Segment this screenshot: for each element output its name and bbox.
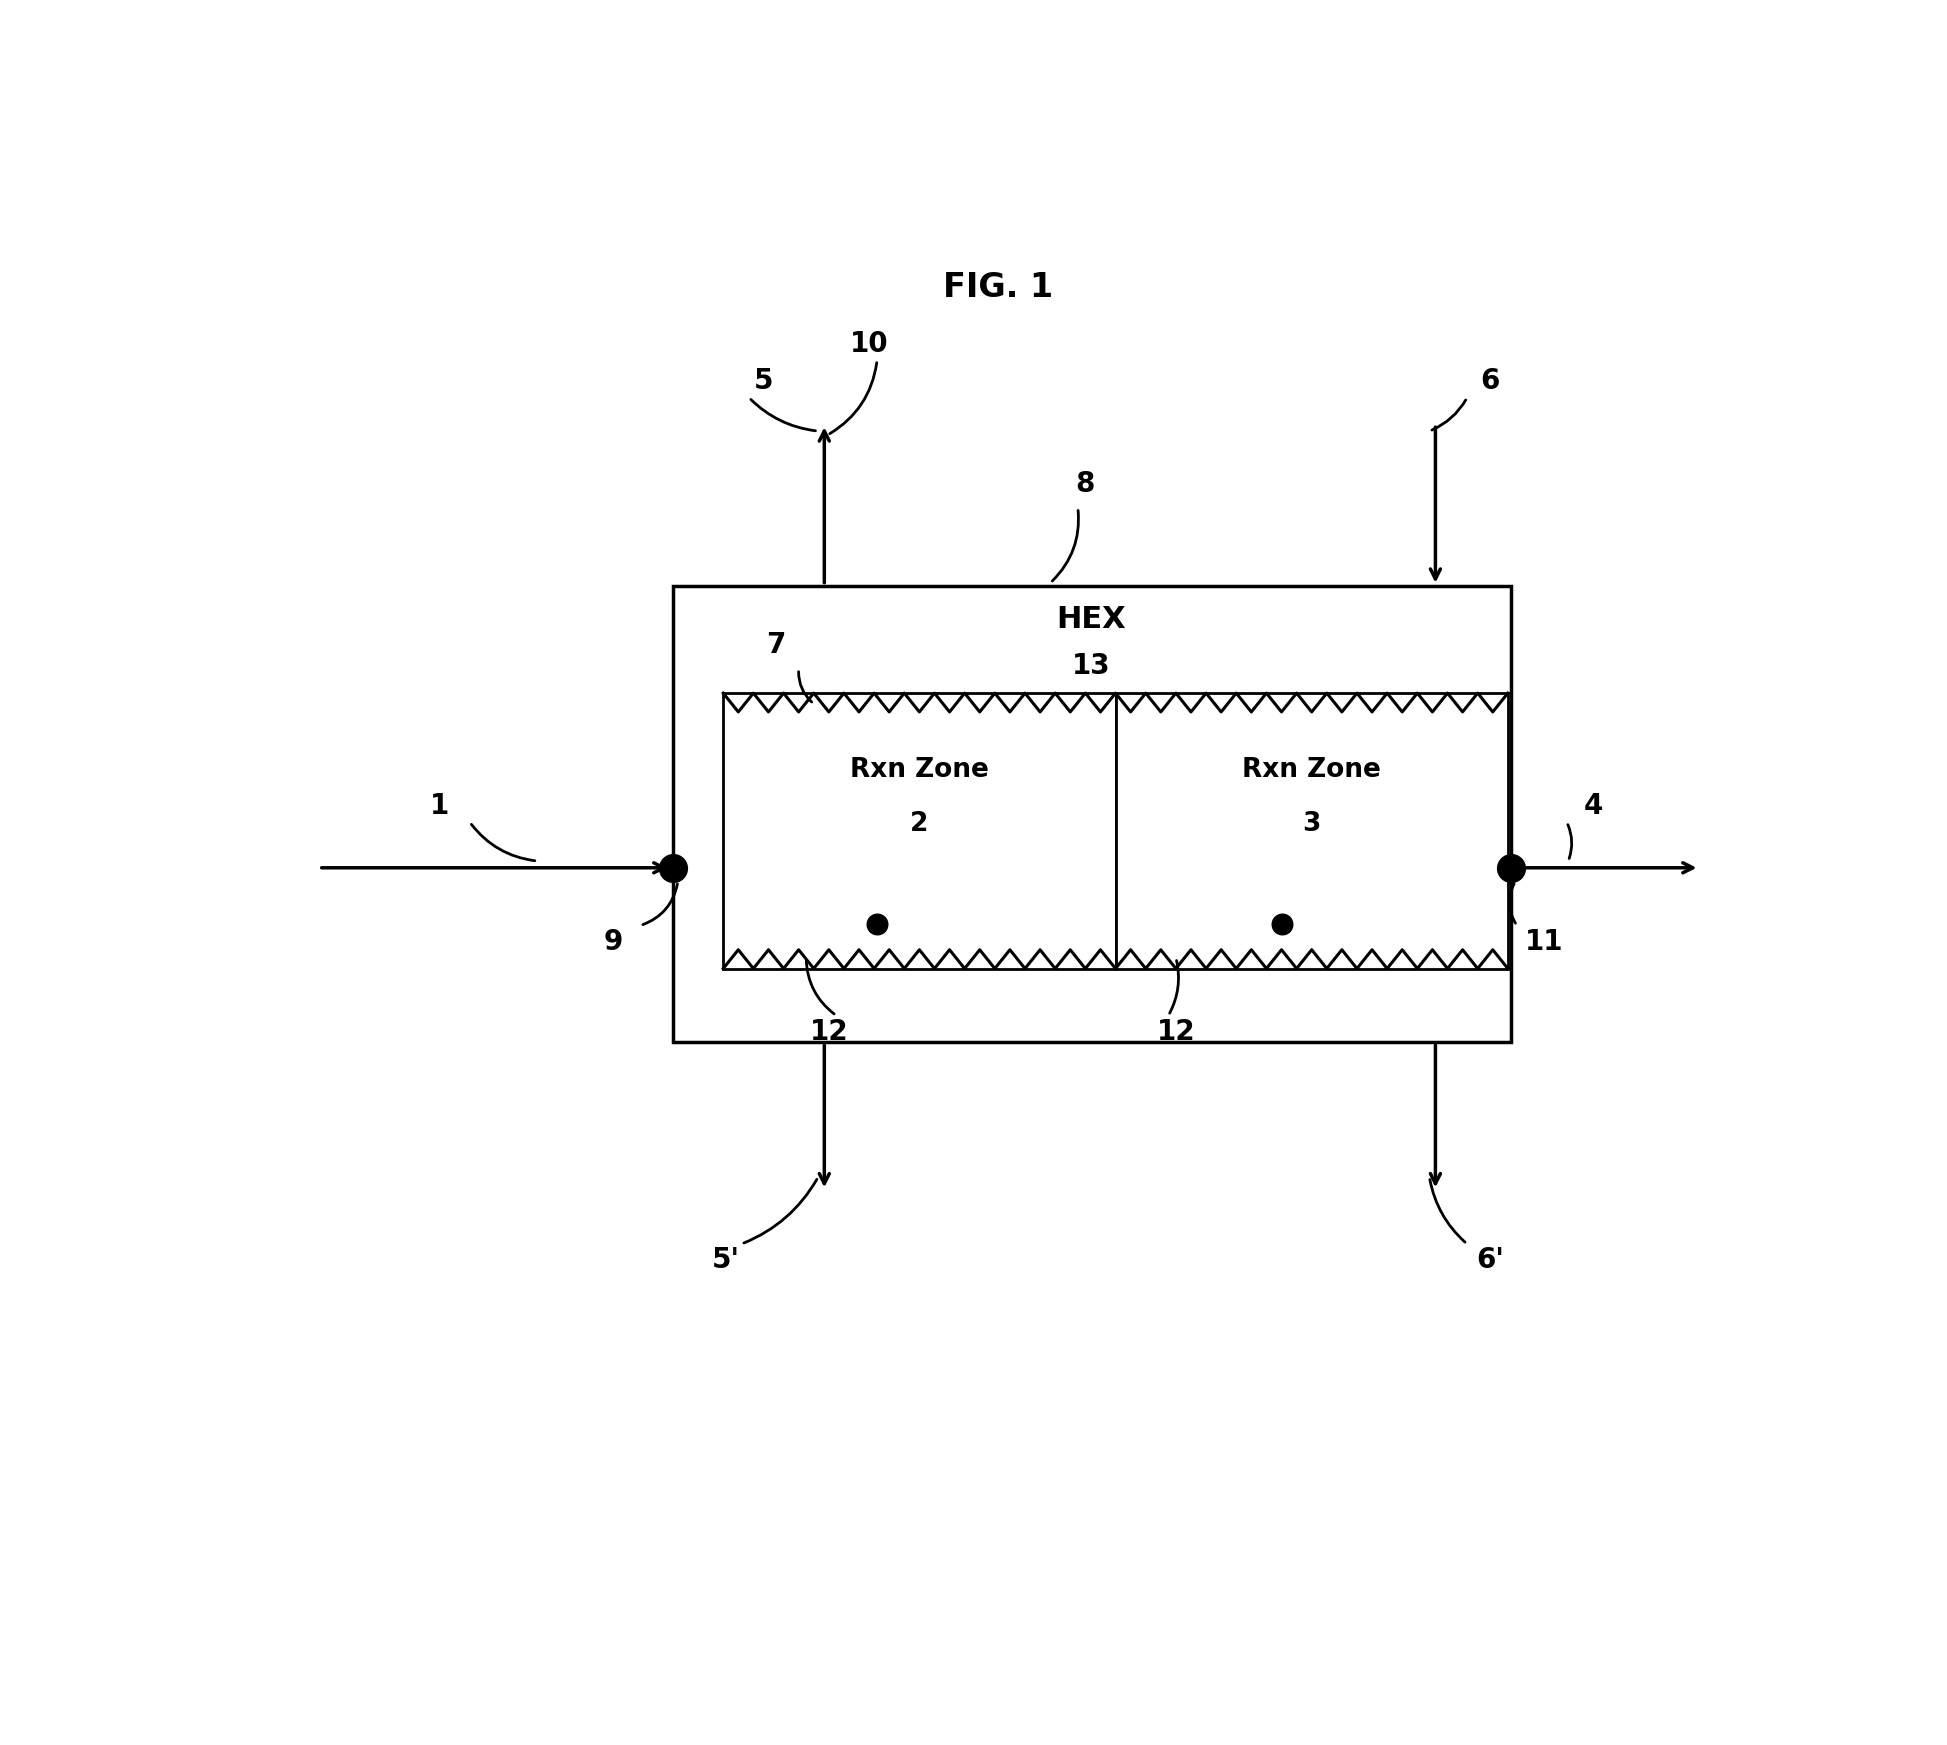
- Text: 5: 5: [753, 368, 773, 396]
- Bar: [1116, 693, 1507, 968]
- Text: 8: 8: [1075, 469, 1094, 497]
- Text: 4: 4: [1585, 792, 1604, 820]
- Text: 9: 9: [604, 928, 623, 956]
- Text: 12: 12: [1157, 1017, 1195, 1045]
- Point: [861, 911, 892, 939]
- Text: 11: 11: [1525, 928, 1563, 956]
- Text: 6: 6: [1480, 368, 1499, 396]
- Text: 13: 13: [1073, 653, 1110, 681]
- Bar: [722, 693, 1116, 968]
- Text: Rxn Zone: Rxn Zone: [1242, 757, 1380, 784]
- Text: 5': 5': [713, 1246, 740, 1274]
- Text: FIG. 1: FIG. 1: [942, 270, 1053, 304]
- Bar: [674, 586, 1511, 1042]
- Point: [1266, 911, 1297, 939]
- Point: [658, 853, 689, 881]
- Text: 7: 7: [767, 630, 787, 660]
- Text: 3: 3: [1303, 811, 1320, 838]
- Text: Rxn Zone: Rxn Zone: [851, 757, 989, 784]
- Text: 1: 1: [430, 792, 450, 820]
- Text: 6': 6': [1476, 1246, 1503, 1274]
- Text: 2: 2: [909, 811, 929, 838]
- Text: 12: 12: [810, 1017, 849, 1045]
- Text: 10: 10: [851, 330, 890, 358]
- Text: HEX: HEX: [1057, 606, 1125, 633]
- Point: [1495, 853, 1526, 881]
